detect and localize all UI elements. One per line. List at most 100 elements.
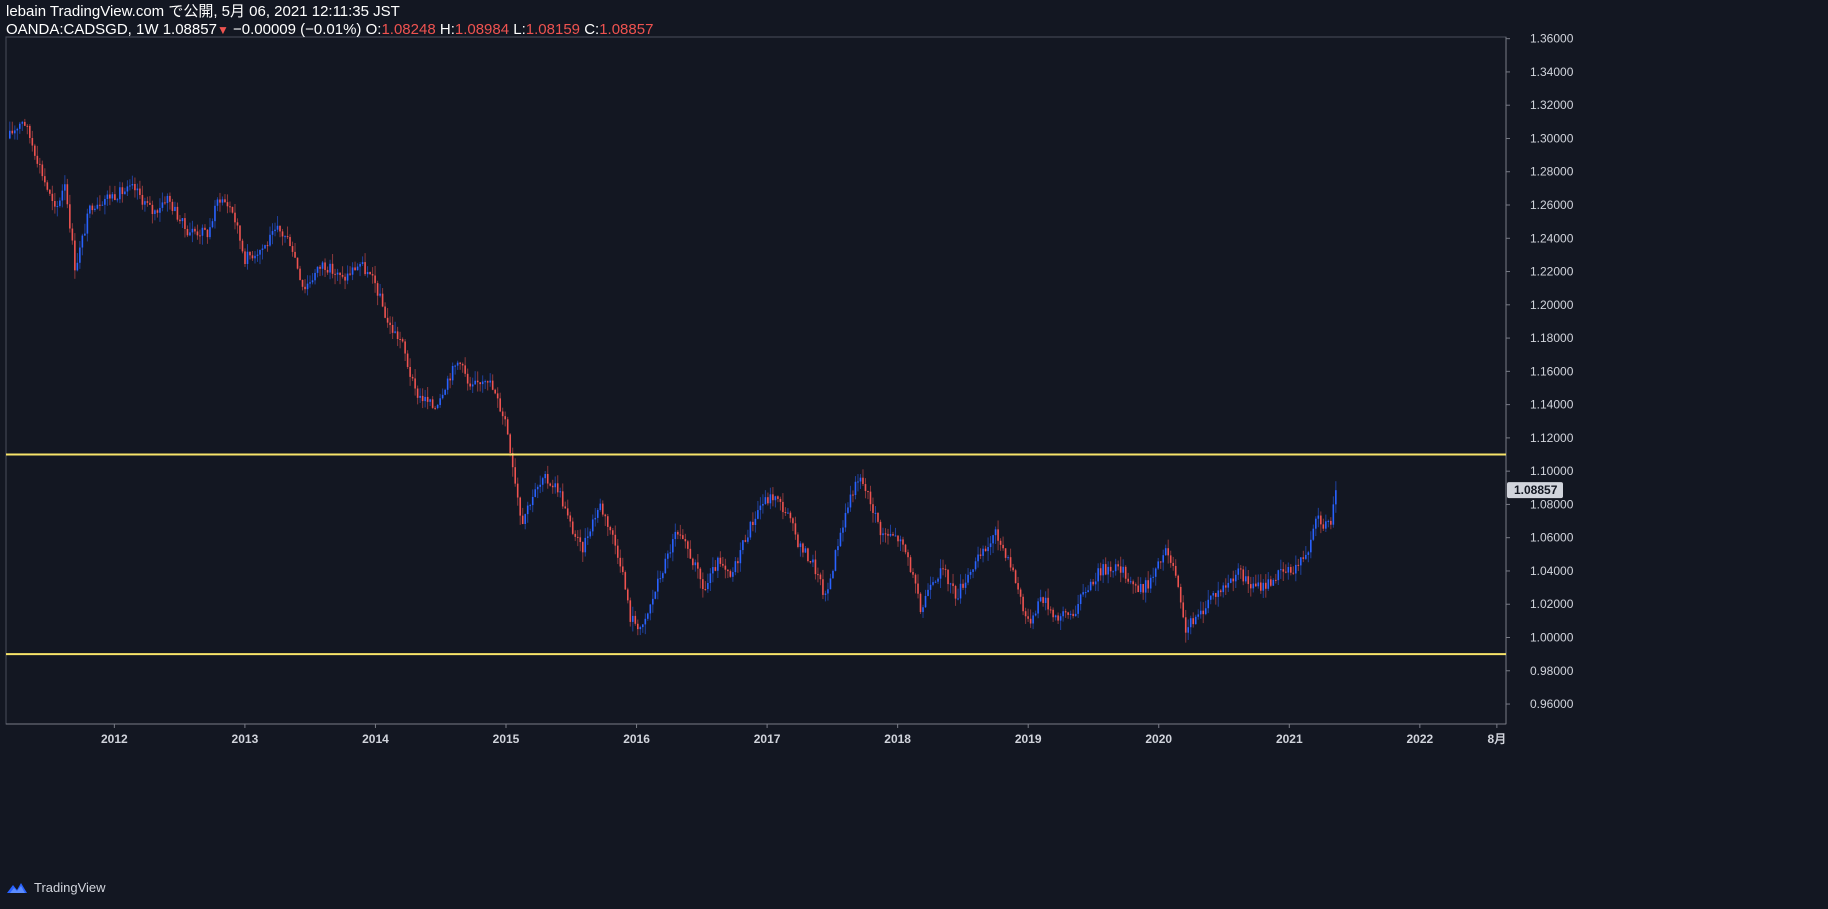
candle-body — [1047, 597, 1049, 610]
candle-body — [1307, 552, 1310, 555]
candle-body — [36, 155, 39, 164]
candle-body — [589, 531, 592, 537]
candle-body — [1194, 616, 1197, 625]
candle-body — [1327, 520, 1330, 522]
candle-body — [1042, 597, 1044, 603]
candle-body — [379, 293, 381, 296]
candle-body — [749, 521, 752, 538]
candle-body — [1019, 589, 1022, 597]
candle-body — [807, 548, 809, 562]
candle-body — [449, 378, 451, 381]
candle-body — [822, 579, 824, 595]
candle-body — [261, 248, 264, 250]
price-axis[interactable]: 0.96000 0.98000 1.00000 1.02000 1.04000 1.060… — [1506, 32, 1574, 711]
candle-body — [862, 477, 864, 485]
candle-body — [1144, 580, 1147, 593]
candle-body — [271, 231, 274, 235]
candle-body — [616, 545, 619, 558]
candle-body — [1082, 592, 1084, 595]
candle-body — [299, 268, 301, 280]
x-tick-label: 2022 — [1406, 732, 1433, 746]
candle-body — [586, 536, 589, 538]
candle-body — [434, 407, 436, 409]
candle-body — [1310, 539, 1312, 553]
candle-body — [216, 199, 219, 206]
candle-body — [594, 517, 597, 520]
candle-body — [484, 381, 486, 383]
candle-body — [1157, 561, 1160, 569]
candle-body — [1322, 524, 1325, 529]
candle-body — [1199, 610, 1202, 615]
candle-body — [344, 276, 346, 281]
candle-body — [149, 202, 151, 205]
candle-body — [1234, 574, 1237, 582]
candle-body — [689, 548, 692, 559]
candle-body — [849, 494, 852, 508]
candle-body — [1087, 590, 1089, 593]
candle-body — [551, 485, 554, 488]
candle-body — [1214, 593, 1217, 597]
candle-body — [1094, 581, 1097, 585]
symbol-legend[interactable]: OANDA:CADSGD, 1W 1.08857▼ −0.00009 (−0.0… — [6, 21, 653, 39]
y-tick-label: 0.96000 — [1530, 697, 1574, 711]
candle-body — [1325, 521, 1327, 529]
candle-body — [1262, 582, 1265, 591]
tradingview-logo-icon — [7, 882, 27, 893]
candle-body — [992, 535, 994, 544]
candle-body — [1312, 528, 1315, 540]
candle-body — [1222, 585, 1225, 593]
horizontal-lines[interactable] — [6, 453, 1506, 656]
candle-body — [1084, 592, 1087, 594]
candle-body — [404, 341, 406, 354]
candle-body — [834, 550, 837, 571]
candle-body — [164, 202, 166, 204]
candle-body — [331, 263, 334, 274]
candle-body — [489, 380, 491, 383]
candle-body — [977, 554, 979, 562]
candle-body — [109, 194, 111, 199]
candle-body — [827, 589, 829, 594]
candle-body — [739, 550, 742, 564]
candle-body — [769, 494, 772, 504]
candle-body — [136, 188, 139, 191]
candle-body — [1059, 616, 1062, 621]
candle-body — [29, 125, 31, 138]
candle-body — [356, 266, 359, 271]
candle-body — [319, 266, 321, 269]
candle-body — [687, 541, 689, 549]
candle-body — [329, 263, 331, 273]
candle-body — [369, 271, 371, 275]
candle-body — [269, 234, 271, 246]
y-tick-label: 1.14000 — [1530, 398, 1574, 412]
candle-body — [657, 578, 659, 592]
candle-body — [1232, 578, 1235, 582]
candle-body — [119, 187, 121, 200]
candle-body — [491, 380, 494, 390]
candle-body — [11, 130, 14, 134]
symbol-name: OANDA:CADSGD, 1W — [6, 21, 159, 38]
y-tick-label: 1.12000 — [1530, 431, 1574, 445]
candle-body — [31, 137, 34, 146]
candle-body — [69, 204, 71, 229]
candle-body — [246, 251, 249, 264]
candle-body — [614, 534, 617, 546]
x-tick-label: 2015 — [493, 732, 520, 746]
candle-body — [1132, 581, 1134, 585]
candle-body — [634, 615, 637, 624]
candle-body — [626, 589, 629, 601]
candle-body — [259, 249, 261, 255]
candle-body — [179, 219, 181, 222]
candle-body — [56, 205, 59, 207]
candle-body — [1072, 613, 1074, 617]
down-triangle-icon: ▼ — [216, 23, 229, 37]
candle-body — [1267, 579, 1270, 589]
candle-body — [702, 579, 704, 590]
time-axis[interactable]: 2012 2013 2014 2015 2016 2017 2018 2019 2020 2021… — [101, 724, 1506, 746]
candle-body — [799, 543, 802, 548]
tradingview-brand[interactable]: TradingView — [6, 880, 106, 895]
candle-body — [506, 419, 509, 435]
candle-body — [844, 512, 847, 528]
candle-body — [494, 389, 496, 394]
candle-body — [642, 624, 644, 628]
